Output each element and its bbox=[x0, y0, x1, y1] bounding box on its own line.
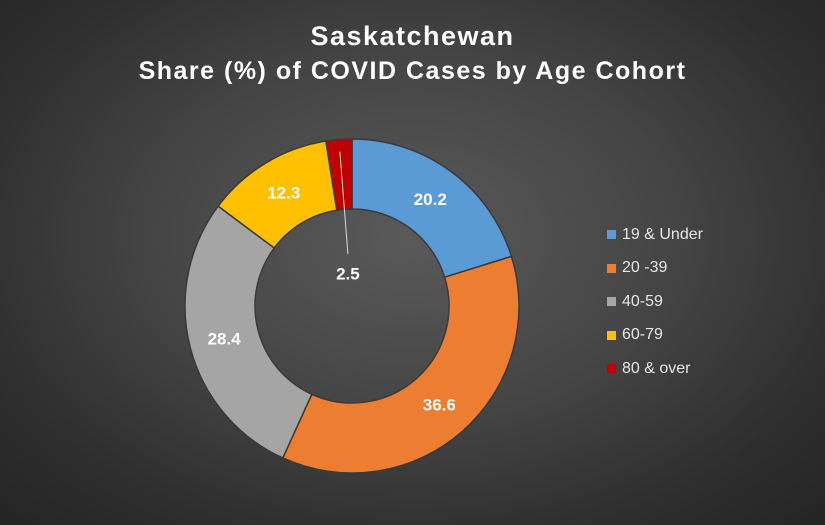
legend-label: 60-79 bbox=[622, 326, 663, 344]
chart-title: Saskatchewan bbox=[310, 21, 515, 51]
data-label-19-and-under: 20.2 bbox=[414, 190, 447, 209]
legend-swatch bbox=[607, 330, 616, 340]
chart-title-block: Saskatchewan Share (%) of COVID Cases by… bbox=[0, 18, 825, 88]
donut-slices bbox=[184, 138, 520, 474]
slice-20-39 bbox=[281, 255, 520, 474]
chart-subtitle: Share (%) of COVID Cases by Age Cohort bbox=[138, 57, 687, 85]
legend-swatch bbox=[607, 263, 616, 273]
legend-swatch bbox=[607, 230, 616, 240]
legend-item-60-79: 60-79 bbox=[607, 319, 703, 353]
data-label-60-79: 12.3 bbox=[267, 184, 300, 203]
slice-40-59 bbox=[184, 205, 313, 459]
leader-line-80-and-over bbox=[339, 151, 349, 255]
legend-swatch bbox=[607, 364, 616, 374]
donut-data-labels: 20.2 36.6 28.4 12.3 2.5 bbox=[208, 151, 456, 415]
legend-item-20-39: 20 -39 bbox=[607, 252, 703, 286]
legend-label: 19 & Under bbox=[622, 225, 703, 243]
data-label-80-and-over: 2.5 bbox=[336, 265, 360, 284]
data-label-20-39: 36.6 bbox=[423, 396, 456, 415]
legend-label: 20 -39 bbox=[622, 259, 668, 277]
legend-label: 80 & over bbox=[622, 359, 691, 377]
legend-label: 40-59 bbox=[622, 292, 663, 310]
legend-item-19-and-under: 19 & Under bbox=[607, 218, 703, 252]
legend-item-80-and-over: 80 & over bbox=[607, 352, 703, 386]
legend-swatch bbox=[607, 297, 616, 307]
chart-legend: 19 & Under 20 -39 40-59 60-79 80 & over bbox=[607, 218, 703, 386]
data-label-40-59: 28.4 bbox=[208, 329, 242, 348]
slice-80-and-over bbox=[325, 138, 353, 212]
legend-item-40-59: 40-59 bbox=[607, 285, 703, 319]
